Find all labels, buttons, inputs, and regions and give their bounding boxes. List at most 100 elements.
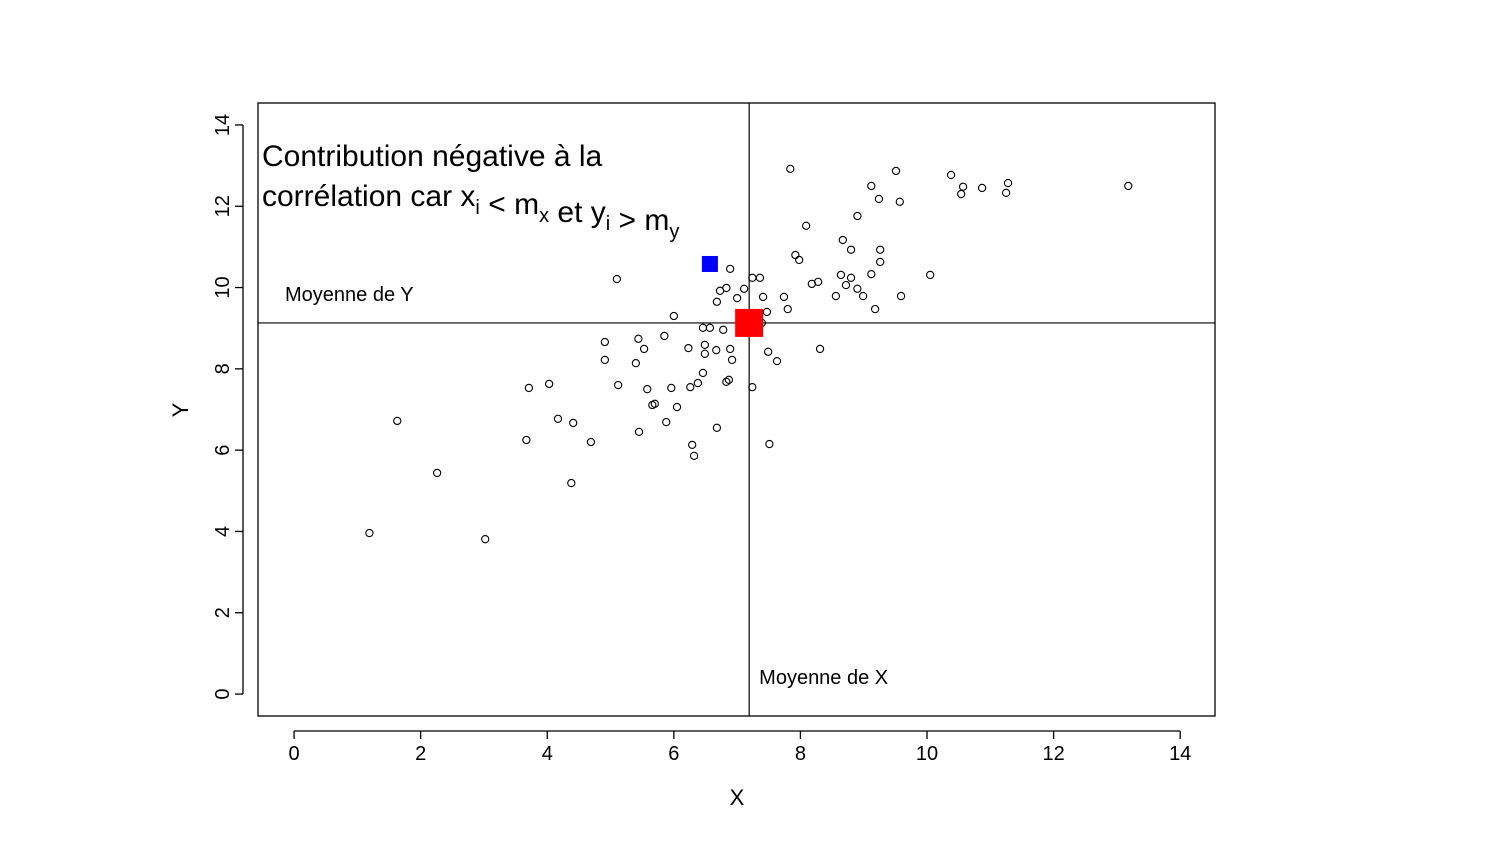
point xyxy=(858,291,868,301)
point xyxy=(739,284,749,293)
point xyxy=(712,423,722,432)
mean-x-label: Moyenne de X xyxy=(759,667,888,689)
point xyxy=(755,273,765,282)
annotation-subscript: x xyxy=(539,205,549,227)
point xyxy=(1003,178,1013,188)
point xyxy=(891,166,901,176)
point xyxy=(765,439,774,449)
point xyxy=(867,181,876,191)
point xyxy=(722,283,731,293)
point xyxy=(727,355,737,365)
annotation: corrélation car xi < mx et yi > my xyxy=(262,180,679,243)
point xyxy=(698,368,708,378)
point xyxy=(853,284,862,293)
point xyxy=(846,245,856,254)
point xyxy=(876,257,885,267)
point xyxy=(689,451,699,460)
point xyxy=(698,323,708,332)
point xyxy=(724,375,734,384)
annotation-text: et y xyxy=(549,196,606,229)
point xyxy=(836,270,846,280)
point xyxy=(748,273,757,282)
point xyxy=(957,189,966,199)
point xyxy=(846,273,856,282)
point xyxy=(660,331,669,341)
y-tick-label: 8 xyxy=(212,363,234,374)
point xyxy=(684,343,693,353)
annotation: Contribution négative à la xyxy=(262,140,603,173)
x-tick-label: 2 xyxy=(415,743,426,765)
point xyxy=(895,197,904,206)
point xyxy=(977,183,987,193)
point xyxy=(786,164,795,174)
point xyxy=(958,182,968,191)
y-axis-label: Y xyxy=(168,402,193,417)
point xyxy=(853,211,862,221)
point xyxy=(672,402,682,412)
y-tick-label: 6 xyxy=(212,445,234,456)
point xyxy=(634,427,644,437)
x-tick-label: 14 xyxy=(1169,743,1191,765)
point xyxy=(662,417,671,427)
annotation-subscript: y xyxy=(669,221,679,243)
point xyxy=(762,307,772,317)
annotation-subscript: i xyxy=(606,213,610,235)
point xyxy=(613,380,623,390)
point xyxy=(612,274,622,284)
point xyxy=(712,346,721,355)
point xyxy=(1001,188,1011,197)
x-tick-label: 4 xyxy=(542,743,553,765)
point xyxy=(726,264,735,274)
point xyxy=(726,344,735,354)
x-tick-label: 12 xyxy=(1042,743,1064,765)
point xyxy=(758,292,768,302)
point xyxy=(712,297,722,306)
point xyxy=(791,250,800,260)
point xyxy=(795,255,804,265)
point xyxy=(838,235,847,245)
highlight-point xyxy=(701,255,718,272)
point xyxy=(569,418,578,428)
y-tick-label: 10 xyxy=(212,276,234,298)
point xyxy=(783,304,792,314)
point xyxy=(481,535,490,544)
mean-point xyxy=(735,308,764,337)
point xyxy=(874,194,884,204)
point xyxy=(722,377,731,387)
point xyxy=(365,528,374,538)
annotation-text: Contribution négative à la xyxy=(262,140,603,173)
point xyxy=(600,355,609,365)
point xyxy=(631,359,641,368)
point xyxy=(732,293,742,303)
x-tick-label: 0 xyxy=(289,743,300,765)
y-tick-label: 0 xyxy=(212,688,234,699)
point xyxy=(634,334,643,343)
point xyxy=(522,435,531,445)
y-tick-label: 12 xyxy=(212,195,234,217)
point xyxy=(772,356,782,366)
point xyxy=(553,414,563,423)
point xyxy=(393,416,402,426)
mean-y-label: Moyenne de Y xyxy=(285,284,414,306)
point xyxy=(432,468,442,478)
x-tick-label: 6 xyxy=(668,743,679,765)
annotation-text: corrélation car x xyxy=(262,180,475,213)
point xyxy=(667,383,676,393)
point xyxy=(545,379,554,389)
point xyxy=(748,382,757,392)
y-tick-label: 2 xyxy=(212,607,234,618)
point xyxy=(867,269,876,279)
y-tick-label: 14 xyxy=(212,114,234,136)
point xyxy=(643,385,652,394)
point xyxy=(831,291,841,301)
point xyxy=(686,382,695,392)
annotation-subscript: i xyxy=(475,197,479,219)
point xyxy=(813,277,823,287)
point xyxy=(524,383,534,393)
point xyxy=(841,280,851,290)
point xyxy=(876,245,885,254)
point xyxy=(896,291,906,301)
y-tick-label: 4 xyxy=(212,526,234,537)
point xyxy=(600,337,609,347)
point xyxy=(946,170,956,180)
